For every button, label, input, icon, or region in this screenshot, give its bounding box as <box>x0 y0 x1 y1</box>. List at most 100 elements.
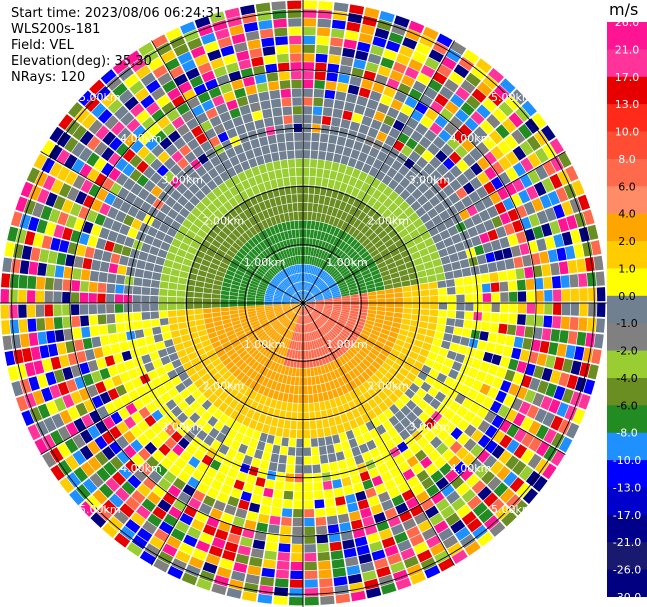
range-gate <box>388 32 404 45</box>
range-gate <box>62 291 71 303</box>
range-gate <box>364 276 374 283</box>
range-gate <box>230 288 239 293</box>
range-gate <box>289 44 302 54</box>
range-gate <box>87 424 101 439</box>
range-gate <box>318 347 324 357</box>
range-gate <box>294 293 301 301</box>
range-gate <box>291 552 303 562</box>
range-gate <box>417 327 427 336</box>
range-gate <box>136 337 147 348</box>
range-gate <box>233 41 248 53</box>
range-gate <box>160 457 174 470</box>
range-gate <box>211 583 227 596</box>
range-gate <box>124 192 137 205</box>
range-gate <box>419 94 433 108</box>
range-gate <box>519 349 530 362</box>
range-gate <box>150 295 159 303</box>
range-gate <box>110 411 123 425</box>
range-gate <box>311 322 317 331</box>
range-gate <box>370 269 380 276</box>
range-gate <box>348 370 357 380</box>
range-gate <box>532 327 543 340</box>
range-gate <box>364 107 376 119</box>
range-gate <box>303 229 307 238</box>
range-gate <box>384 507 398 520</box>
range-gate <box>549 370 562 385</box>
range-gate <box>558 419 572 435</box>
range-gate <box>456 173 469 186</box>
range-gate <box>242 454 253 466</box>
range-gate <box>137 433 150 447</box>
range-gate <box>288 596 303 606</box>
range-gate <box>261 37 275 48</box>
range-gate <box>225 361 235 371</box>
range-gate <box>229 399 239 410</box>
range-gate <box>258 201 267 211</box>
range-gate <box>506 423 520 438</box>
range-gate <box>344 101 356 112</box>
range-gate <box>196 324 206 332</box>
range-gate <box>421 342 432 351</box>
range-gate <box>231 280 241 287</box>
range-gate <box>150 158 163 171</box>
range-gate <box>120 393 132 406</box>
range-gate <box>247 39 261 50</box>
range-gate <box>289 385 295 394</box>
range-gate <box>349 419 359 430</box>
range-ring-label: 3.00km <box>409 421 451 434</box>
range-gate <box>314 402 321 412</box>
range-gate <box>373 557 389 570</box>
range-gate <box>305 350 309 360</box>
range-gate <box>576 331 587 346</box>
range-gate <box>367 53 382 65</box>
range-gate <box>596 287 606 302</box>
range-gate <box>376 306 386 312</box>
range-gate <box>319 578 333 588</box>
range-gate <box>304 561 317 571</box>
range-gate <box>295 447 303 456</box>
range-gate <box>285 132 294 142</box>
range-gate <box>324 323 332 331</box>
range-gate <box>323 489 334 499</box>
range-gate <box>310 313 316 321</box>
range-gate <box>366 377 376 388</box>
range-gate <box>212 95 225 107</box>
range-gate <box>417 549 433 563</box>
range-gate <box>504 258 515 270</box>
range-gate <box>53 195 66 211</box>
range-gate <box>151 409 164 422</box>
range-gate <box>184 394 196 406</box>
range-gate <box>345 138 355 149</box>
range-gate <box>364 368 374 378</box>
range-gate <box>295 293 301 300</box>
range-gate <box>294 150 303 159</box>
range-gate <box>294 283 299 292</box>
range-gate <box>189 195 201 207</box>
range-gate <box>78 147 93 162</box>
range-gate <box>465 72 481 87</box>
range-gate <box>224 384 235 395</box>
range-gate <box>224 326 234 333</box>
range-gate <box>369 447 381 459</box>
range-gate <box>482 303 492 312</box>
range-gate <box>427 207 439 219</box>
range-gate <box>278 285 286 292</box>
range-gate <box>246 408 255 419</box>
range-gate <box>368 303 377 307</box>
range-gate <box>319 270 326 279</box>
range-gate <box>399 201 410 212</box>
range-gate <box>327 453 337 463</box>
range-gate <box>238 235 247 245</box>
range-gate <box>502 197 515 211</box>
range-gate <box>249 390 258 401</box>
range-gate <box>565 422 580 439</box>
range-gate <box>277 418 285 428</box>
range-gate <box>290 275 296 284</box>
range-gate <box>93 141 108 156</box>
range-gate <box>303 62 315 71</box>
range-gate <box>244 387 253 398</box>
range-gate <box>350 590 366 602</box>
range-gate <box>224 504 237 516</box>
range-gate <box>426 484 440 497</box>
range-gate <box>252 430 262 441</box>
